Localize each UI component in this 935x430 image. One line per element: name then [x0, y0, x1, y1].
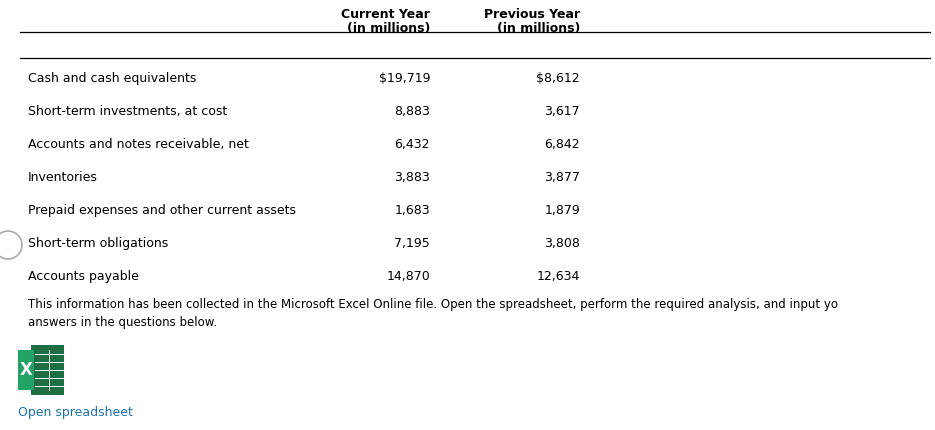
Bar: [18, 350, 34, 390]
Bar: [31, 345, 64, 395]
Text: 3,617: 3,617: [544, 105, 580, 118]
Text: Prepaid expenses and other current assets: Prepaid expenses and other current asset…: [28, 204, 296, 217]
Text: Short-term investments, at cost: Short-term investments, at cost: [28, 105, 227, 118]
Text: 3,808: 3,808: [544, 237, 580, 250]
Text: Short-term obligations: Short-term obligations: [28, 237, 168, 250]
Text: answers in the questions below.: answers in the questions below.: [28, 316, 217, 329]
Text: 7,195: 7,195: [395, 237, 430, 250]
Text: Previous Year: Previous Year: [484, 8, 580, 21]
Text: Accounts and notes receivable, net: Accounts and notes receivable, net: [28, 138, 249, 151]
Text: X: X: [20, 361, 33, 379]
Text: 3,883: 3,883: [395, 171, 430, 184]
Text: 3,877: 3,877: [544, 171, 580, 184]
Text: 1,683: 1,683: [395, 204, 430, 217]
Text: 14,870: 14,870: [386, 270, 430, 283]
Text: (in millions): (in millions): [347, 22, 430, 35]
Text: Inventories: Inventories: [28, 171, 98, 184]
Text: This information has been collected in the Microsoft Excel Online file. Open the: This information has been collected in t…: [28, 298, 838, 311]
Text: Cash and cash equivalents: Cash and cash equivalents: [28, 72, 196, 85]
Text: $19,719: $19,719: [379, 72, 430, 85]
Text: 6,432: 6,432: [395, 138, 430, 151]
Text: Open spreadsheet: Open spreadsheet: [18, 406, 133, 419]
Text: (in millions): (in millions): [496, 22, 580, 35]
Text: 8,883: 8,883: [395, 105, 430, 118]
Text: 1,879: 1,879: [544, 204, 580, 217]
Text: 6,842: 6,842: [544, 138, 580, 151]
Text: $8,612: $8,612: [537, 72, 580, 85]
Text: 12,634: 12,634: [537, 270, 580, 283]
Text: Accounts payable: Accounts payable: [28, 270, 139, 283]
Text: Current Year: Current Year: [341, 8, 430, 21]
